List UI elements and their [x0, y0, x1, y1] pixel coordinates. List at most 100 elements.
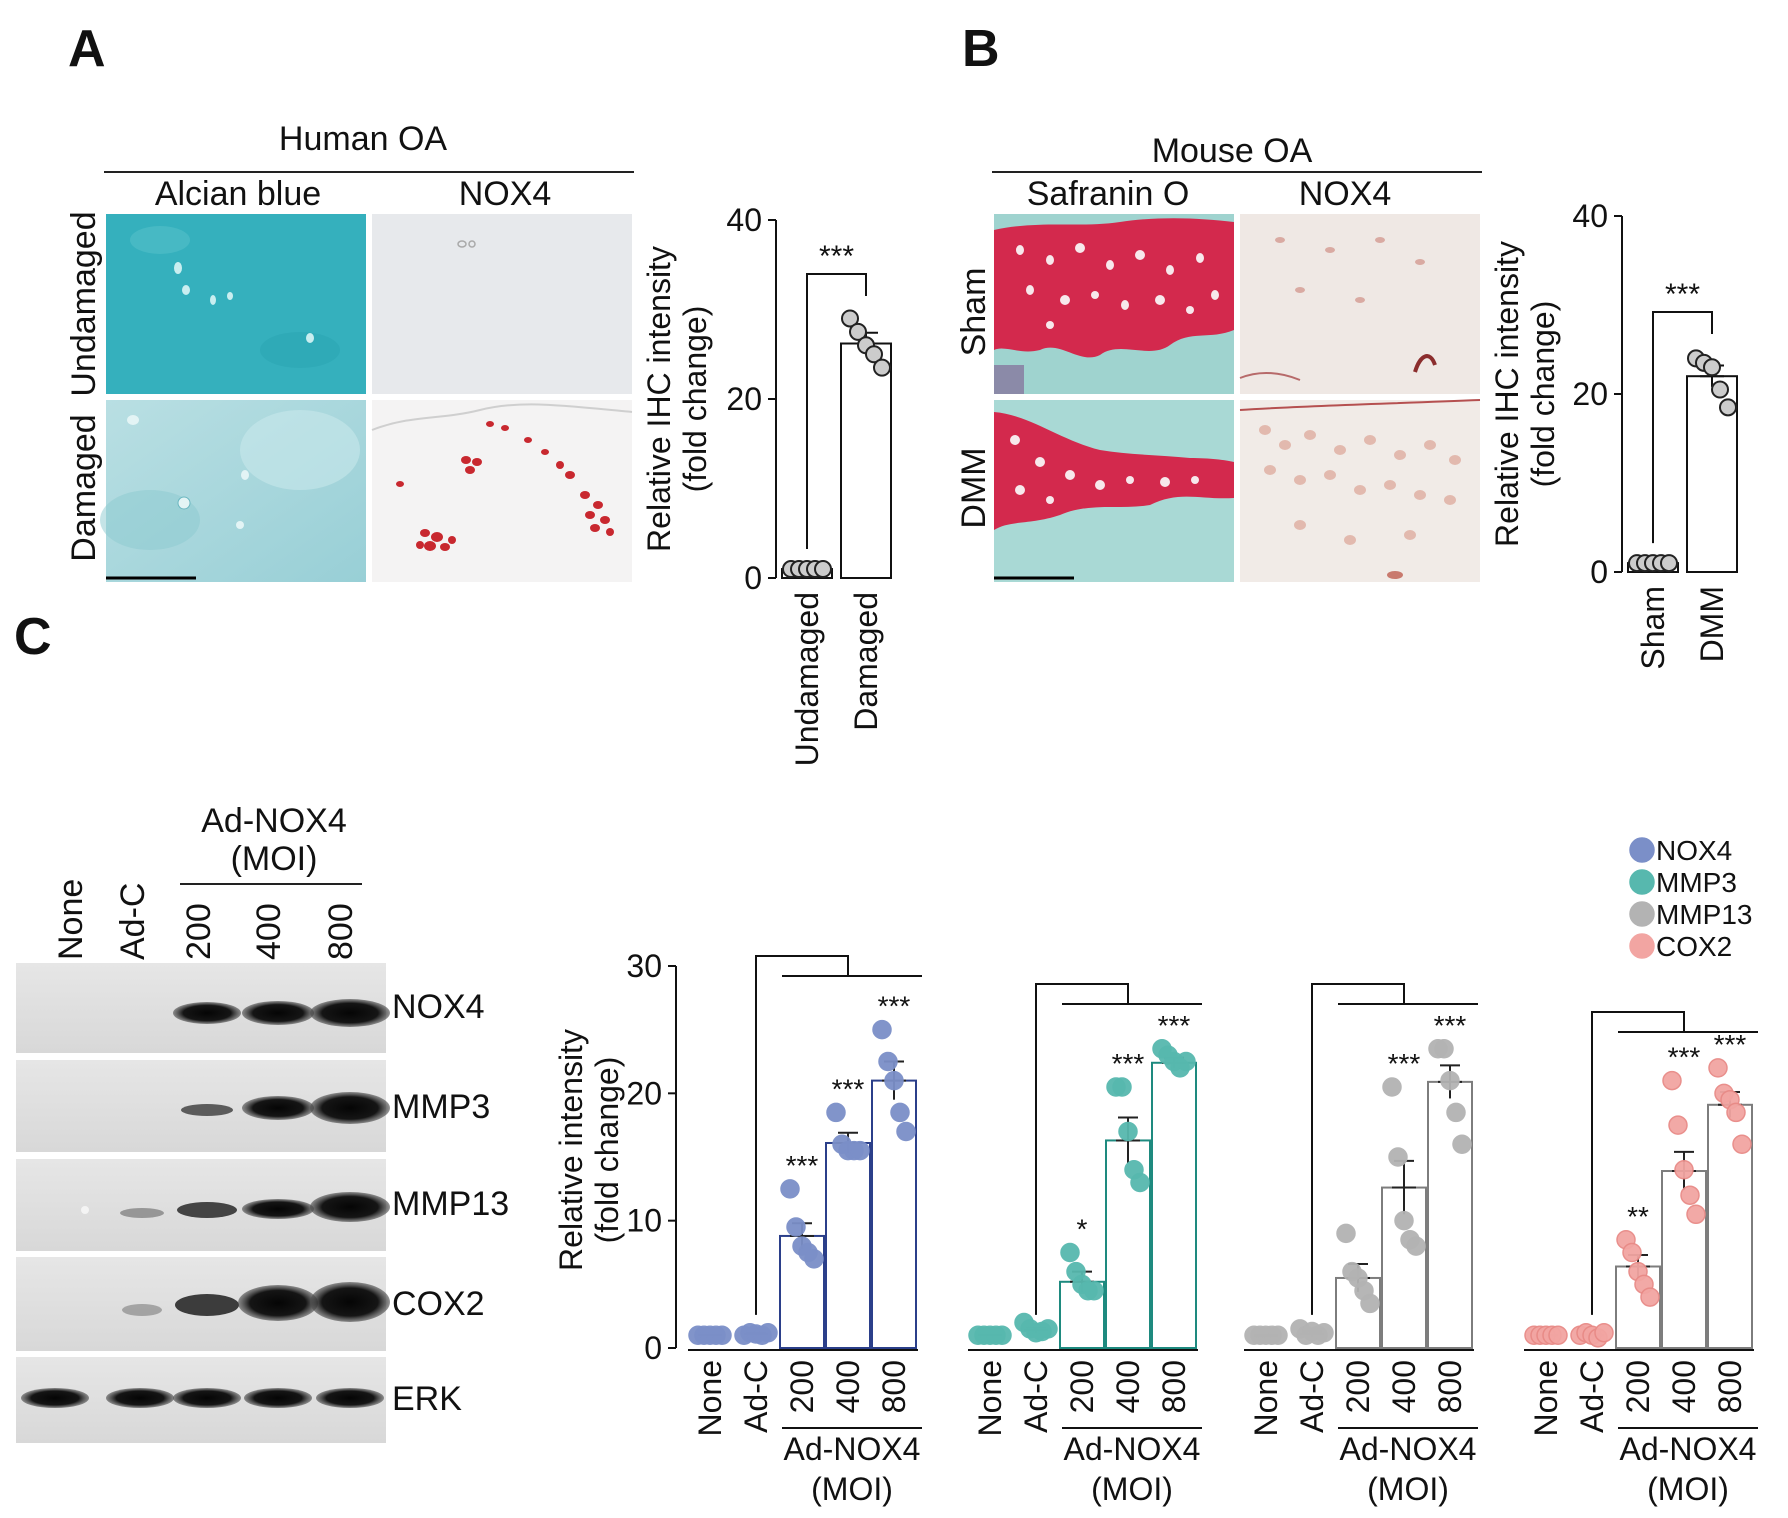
chart-a: 0 20 40 Relative IHC intensity (fold change)…: [641, 202, 892, 766]
data-point: [1268, 1325, 1288, 1346]
band-nox4-400: [242, 1001, 314, 1025]
y-axis-label-2: (fold change): [677, 306, 713, 493]
comparison-bracket: [755, 955, 849, 1315]
data-point: [865, 345, 883, 364]
legend-marker-mmp13: [1629, 901, 1655, 927]
damaged-row-label: Damaged: [65, 414, 103, 561]
nox4-dmm-image: [1239, 399, 1481, 582]
nox4-damaged-image: [371, 400, 633, 582]
mouse-oa-title: Mouse OA: [1152, 132, 1313, 170]
alcian-blue-label: Alcian blue: [155, 175, 321, 213]
data-point: [1388, 1147, 1408, 1167]
panel-a-images: Human OA Alcian blue NOX4 Undamaged Dama…: [65, 120, 634, 582]
legend-marker-nox4: [1629, 837, 1655, 863]
data-point: [841, 309, 859, 328]
y-tick-label: 0: [644, 1330, 662, 1366]
data-point: [1668, 1115, 1688, 1135]
y-tick-label: 30: [626, 948, 662, 984]
lane-label-ad-c: Ad-C: [114, 883, 152, 960]
panel-b-images: Mouse OA Safranin O NOX4 Sham DMM: [955, 132, 1482, 582]
band-erk-ad-c: [106, 1388, 174, 1408]
group-label: Ad-NOX4: [1620, 1431, 1757, 1467]
significance-stars: ***: [1158, 1010, 1191, 1041]
nox4-stain-label-b: NOX4: [1299, 175, 1392, 213]
y-tick-label: 0: [1590, 554, 1608, 590]
x-tick-label: 800: [1156, 1360, 1192, 1413]
data-point: [786, 1217, 806, 1237]
data-point: [1594, 1322, 1614, 1343]
data-point: [1130, 1172, 1150, 1193]
x-tick-label: 200: [1064, 1360, 1100, 1413]
significance-stars: ***: [786, 1150, 819, 1181]
alcian-undamaged-image: [106, 214, 366, 394]
band-erk-400: [244, 1388, 312, 1408]
safranin-o-label: Safranin O: [1027, 175, 1190, 213]
significance-stars: ***: [1112, 1048, 1145, 1079]
bar: [1615, 1265, 1661, 1350]
group-label-2: (MOI): [811, 1471, 893, 1507]
data-point: [884, 1070, 904, 1091]
significance-stars: ***: [832, 1073, 865, 1104]
band-cox2-800: [310, 1282, 390, 1322]
data-point: [873, 358, 891, 377]
data-point: [849, 322, 867, 341]
data-point: [1640, 1287, 1660, 1307]
band-mmp13-200: [177, 1202, 237, 1218]
x-tick-label: 800: [876, 1360, 912, 1413]
x-tick-label: Ad-C: [738, 1360, 774, 1433]
significance-stars: ***: [1714, 1029, 1747, 1060]
band-mmp3-400: [242, 1096, 314, 1120]
data-point: [1112, 1077, 1132, 1097]
x-tick-label: 400: [830, 1360, 866, 1413]
lane-label-200: 200: [180, 903, 218, 960]
band-cox2-400: [238, 1285, 318, 1321]
significance-stars: ***: [1665, 278, 1700, 311]
significance-bracket: [1652, 311, 1713, 544]
group-label-2: (MOI): [1091, 1471, 1173, 1507]
legend-label-nox4: NOX4: [1656, 835, 1732, 866]
panel-letter-b: B: [962, 20, 1000, 78]
nox4-stain-label-a: NOX4: [459, 175, 552, 213]
legend-label-cox2: COX2: [1656, 931, 1732, 962]
panel-letter-c: C: [14, 608, 52, 666]
blot-label-erk: ERK: [392, 1380, 462, 1418]
group-label-2: (MOI): [1647, 1471, 1729, 1507]
data-point: [1084, 1280, 1104, 1301]
data-point: [1703, 358, 1721, 377]
legend-label-mmp3: MMP3: [1656, 867, 1737, 898]
y-tick-label: 10: [626, 1203, 662, 1239]
y-tick-label: 40: [726, 202, 762, 238]
group-label-2: (MOI): [1367, 1471, 1449, 1507]
blot-label-nox4: NOX4: [392, 988, 485, 1026]
y-axis-label: Relative intensity: [553, 1029, 589, 1271]
chart-c: 0 10 20 30 Relative intensity (fold change) No…: [553, 948, 1758, 1507]
data-point: [1686, 1204, 1706, 1225]
alcian-damaged-image: [100, 400, 366, 582]
data-point: [1440, 1070, 1460, 1091]
comparison-bracket: [1311, 983, 1405, 1315]
x-tick-label: Sham: [1635, 586, 1671, 670]
y-axis-label-2: (fold change): [1525, 301, 1561, 488]
safranin-sham-image: [994, 214, 1234, 394]
y-axis-label-2: (fold change): [589, 1057, 625, 1244]
data-point: [826, 1102, 846, 1123]
x-tick-label: None: [692, 1360, 728, 1437]
band-mmp13-800: [310, 1192, 390, 1222]
data-point: [804, 1249, 824, 1269]
y-axis-label: Relative IHC intensity: [1489, 241, 1525, 547]
band-erk-none: [21, 1388, 89, 1408]
x-tick-label: None: [972, 1360, 1008, 1437]
dmm-row-label: DMM: [955, 447, 993, 528]
band-erk-800: [316, 1388, 384, 1408]
data-point: [896, 1121, 916, 1142]
data-point: [1719, 398, 1737, 417]
x-tick-label: 800: [1712, 1360, 1748, 1413]
band-nox4-200: [173, 1002, 241, 1024]
chart-b: 0 20 40 Relative IHC intensity (fold change)…: [1489, 198, 1738, 670]
x-tick-label: Ad-C: [1294, 1360, 1330, 1433]
x-tick-label: 200: [1620, 1360, 1656, 1413]
data-point: [1360, 1293, 1380, 1314]
significance-stars: ***: [1668, 1042, 1701, 1073]
